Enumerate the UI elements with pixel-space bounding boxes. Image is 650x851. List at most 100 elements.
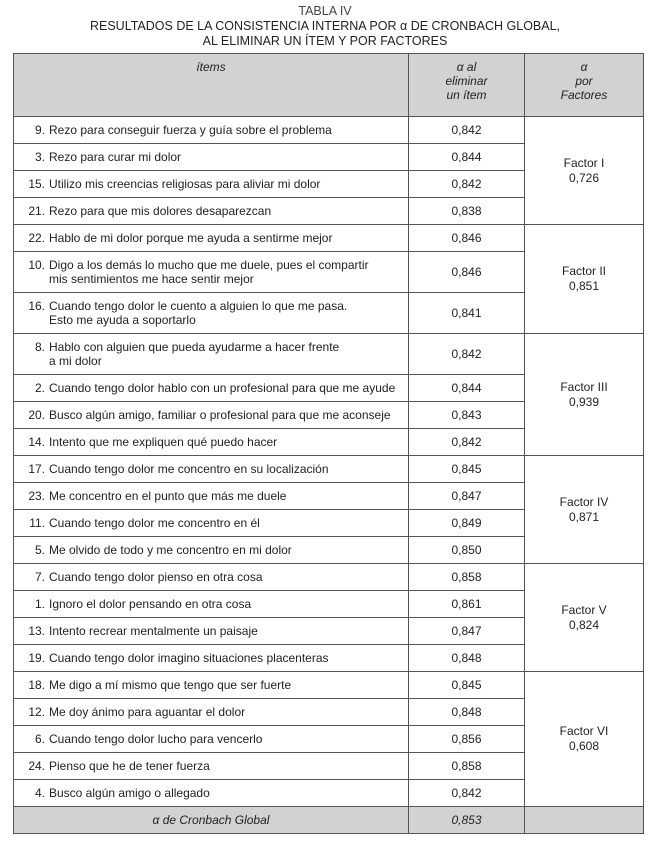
item-cell: 14. Intento que me expliquen qué puedo ha… <box>13 428 409 456</box>
table-caption: TABLA IV RESULTADOS DE LA CONSISTENCIA I… <box>0 0 650 49</box>
item-text: Cuando tengo dolor pienso en otra cosa <box>49 570 263 584</box>
alpha-if-deleted: 0,842 <box>408 116 525 144</box>
item-number: 5. <box>34 543 45 557</box>
table-row: 6. Cuando tengo dolor lucho para vencerlo… <box>13 725 644 753</box>
item-text: Cuando tengo dolor le cuento a alguien l… <box>49 299 348 313</box>
table-row: 14. Intento que me expliquen qué puedo ha… <box>13 428 644 456</box>
table-row: 8. Hablo con alguien que pueda ayudarme a… <box>13 333 644 456</box>
item-cell: 3. Rezo para curar mi dolor <box>13 143 409 171</box>
item-number: 10. <box>28 258 45 272</box>
item-cell: 19. Cuando tengo dolor imagino situacione… <box>13 644 409 672</box>
item-text: Busco algún amigo, familiar o profesiona… <box>49 408 391 422</box>
table-row: 11. Cuando tengo dolor me concentro en él… <box>13 509 644 537</box>
item-number: 20. <box>28 408 45 422</box>
item-cell: 9. Rezo para conseguir fuerza y guía sobr… <box>13 116 409 144</box>
alpha-if-deleted: 0,845 <box>408 455 525 483</box>
table-row: 22. Hablo de mi dolor porque me ayuda a s… <box>13 224 644 334</box>
item-number: 23. <box>28 489 45 503</box>
item-number: 9. <box>34 123 45 137</box>
item-text: Me doy ánimo para aguantar el dolor <box>49 705 246 719</box>
item-number: 7. <box>34 570 45 584</box>
alpha-if-deleted: 0,858 <box>408 563 525 591</box>
alpha-if-deleted: 0,838 <box>408 197 525 225</box>
alpha-if-deleted: 0,842 <box>408 170 525 198</box>
table-row: 19. Cuando tengo dolor imagino situacione… <box>13 644 644 672</box>
factor-cell: Factor IV 0,871 <box>524 455 644 564</box>
item-text: Cuando tengo dolor imagino situaciones p… <box>49 651 329 665</box>
item-cell: 13. Intento recrear mentalmente un paisaj… <box>13 617 409 645</box>
header-row: ítems α al eliminar un ítem α por Factores <box>13 53 644 117</box>
factor-name: Factor IV <box>559 494 609 509</box>
item-text: a mi dolor <box>49 354 102 368</box>
item-number: 16. <box>28 299 45 313</box>
item-cell: 12. Me doy ánimo para aguantar el dolor <box>13 698 409 726</box>
item-number: 22. <box>28 231 45 245</box>
item-number: 11. <box>29 516 45 530</box>
alpha-if-deleted: 0,848 <box>408 644 525 672</box>
item-number: 4. <box>34 786 45 800</box>
item-number: 3. <box>34 150 45 164</box>
item-text: Busco algún amigo o allegado <box>49 786 210 800</box>
item-text: Intento recrear mentalmente un paisaje <box>49 624 258 638</box>
header-alpha-item: α al eliminar un ítem <box>408 53 525 117</box>
alpha-if-deleted: 0,842 <box>408 333 525 375</box>
item-cell: 15. Utilizo mis creencias religiosas para… <box>13 170 409 198</box>
alpha-if-deleted: 0,844 <box>408 143 525 171</box>
item-cell: 5. Me olvido de todo y me concentro en mi… <box>13 536 409 564</box>
item-number: 15. <box>28 177 45 191</box>
header-alpha-factor: α por Factores <box>524 53 644 117</box>
factor-alpha: 0,726 <box>568 170 600 185</box>
item-number: 24. <box>28 759 45 773</box>
table-row: 9. Rezo para conseguir fuerza y guía sobr… <box>13 116 644 225</box>
item-text: Rezo para curar mi dolor <box>49 150 182 164</box>
global-alpha: 0,853 <box>408 806 525 834</box>
table-row: 17. Cuando tengo dolor me concentro en su… <box>13 455 644 564</box>
item-text: Ignoro el dolor pensando en otra cosa <box>49 597 252 611</box>
table-row: 13. Intento recrear mentalmente un paisaj… <box>13 617 644 645</box>
alpha-if-deleted: 0,846 <box>408 251 525 293</box>
alpha-if-deleted: 0,849 <box>408 509 525 537</box>
item-number: 14. <box>28 435 45 449</box>
alpha-if-deleted: 0,858 <box>408 752 525 780</box>
item-text: Me olvido de todo y me concentro en mi d… <box>49 543 292 557</box>
item-cell: 4. Busco algún amigo o allegado <box>13 779 409 807</box>
global-label: α de Cronbach Global <box>13 806 409 834</box>
alpha-if-deleted: 0,845 <box>408 671 525 699</box>
item-number: 19. <box>28 651 45 665</box>
item-number: 6. <box>34 732 45 746</box>
item-text: Me concentro en el punto que más me duel… <box>49 489 287 503</box>
table-row: 5. Me olvido de todo y me concentro en mi… <box>13 536 644 564</box>
alpha-if-deleted: 0,856 <box>408 725 525 753</box>
alpha-if-deleted: 0,861 <box>408 590 525 618</box>
factor-alpha: 0,851 <box>568 279 600 293</box>
factor-cell: Factor I 0,726 <box>524 116 644 225</box>
table-title-line2: AL ELIMINAR UN ÍTEM Y POR FACTORES <box>202 34 448 48</box>
factor-cell: Factor V 0,824 <box>524 563 644 672</box>
item-cell: 17. Cuando tengo dolor me concentro en su… <box>13 455 409 483</box>
alpha-if-deleted: 0,848 <box>408 698 525 726</box>
item-cell: 24. Pienso que he de tener fuerza <box>13 752 409 780</box>
table-row: 10. Digo a los demás lo mucho que me duel… <box>13 251 644 293</box>
item-number: 17. <box>28 462 45 476</box>
item-number: 21. <box>28 204 45 218</box>
item-cell: 2. Cuando tengo dolor hablo con un profes… <box>13 374 409 402</box>
alpha-if-deleted: 0,847 <box>408 617 525 645</box>
item-cell: 7. Cuando tengo dolor pienso en otra cosa <box>13 563 409 591</box>
global-row: α de Cronbach Global 0,853 <box>13 806 644 834</box>
table-row: 18. Me digo a mí mismo que tengo que ser … <box>13 671 644 807</box>
factor-cell: Factor II 0,851 <box>524 224 644 334</box>
item-text: Cuando tengo dolor me concentro en su lo… <box>49 462 329 476</box>
item-text: Intento que me expliquen qué puedo hacer <box>49 435 278 449</box>
table-row: 1. Ignoro el dolor pensando en otra cosa 0… <box>13 590 644 618</box>
item-text: Rezo para conseguir fuerza y guía sobre … <box>49 123 332 137</box>
alpha-if-deleted: 0,843 <box>408 401 525 429</box>
item-cell: 20. Busco algún amigo, familiar o profesi… <box>13 401 409 429</box>
factor-alpha: 0,824 <box>568 617 600 632</box>
table-row: 7. Cuando tengo dolor pienso en otra cosa… <box>13 563 644 672</box>
item-cell: 8. Hablo con alguien que pueda ayudarme a… <box>13 333 409 375</box>
item-number: 1. <box>34 597 45 611</box>
alpha-if-deleted: 0,842 <box>408 428 525 456</box>
factor-alpha: 0,871 <box>568 509 600 524</box>
factor-name: Factor II <box>561 264 606 278</box>
item-text: Esto me ayuda a soportarlo <box>49 313 196 327</box>
